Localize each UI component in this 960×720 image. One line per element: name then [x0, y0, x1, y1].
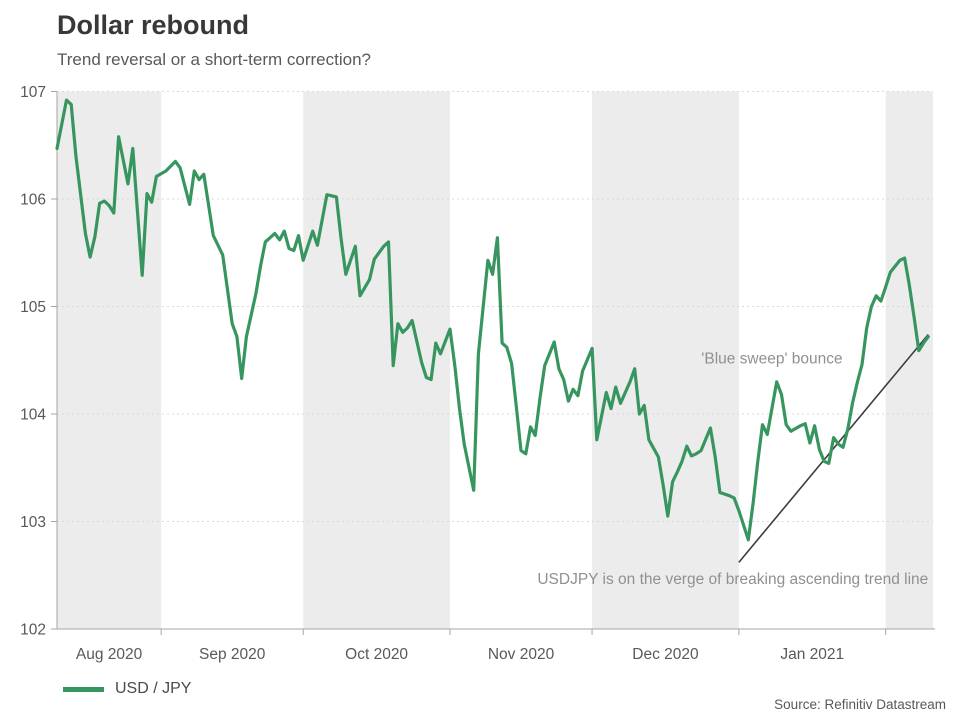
- x-tick-label: Jan 2021: [780, 646, 844, 663]
- chart-subtitle: Trend reversal or a short-term correctio…: [57, 50, 371, 69]
- legend-label: USD / JPY: [115, 680, 192, 697]
- x-tick-label: Nov 2020: [488, 646, 555, 663]
- source-note: Source: Refinitiv Datastream: [774, 697, 946, 712]
- month-band: [885, 91, 933, 629]
- x-tick-label: Aug 2020: [76, 646, 143, 663]
- y-tick-label: 102: [20, 622, 46, 639]
- y-tick-label: 103: [20, 514, 46, 531]
- y-tick-label: 107: [20, 84, 46, 101]
- y-tick-label: 105: [20, 299, 46, 316]
- annotation-text: 'Blue sweep' bounce: [701, 350, 842, 367]
- y-tick-label: 106: [20, 192, 46, 209]
- legend-line-swatch: [63, 686, 104, 692]
- usdjpy-line: [55, 98, 930, 542]
- x-tick-label: Sep 2020: [199, 646, 266, 663]
- y-tick-label: 104: [20, 407, 46, 424]
- month-band: [303, 91, 451, 629]
- x-tick-label: Oct 2020: [345, 646, 408, 663]
- annotation-text: USDJPY is on the verge of breaking ascen…: [537, 571, 928, 588]
- month-band: [592, 91, 739, 629]
- chart-title: Dollar rebound: [57, 10, 250, 40]
- trend-line: [738, 333, 929, 563]
- x-tick-label: Dec 2020: [632, 646, 699, 663]
- legend: USD / JPY: [63, 680, 191, 698]
- month-band: [57, 91, 162, 629]
